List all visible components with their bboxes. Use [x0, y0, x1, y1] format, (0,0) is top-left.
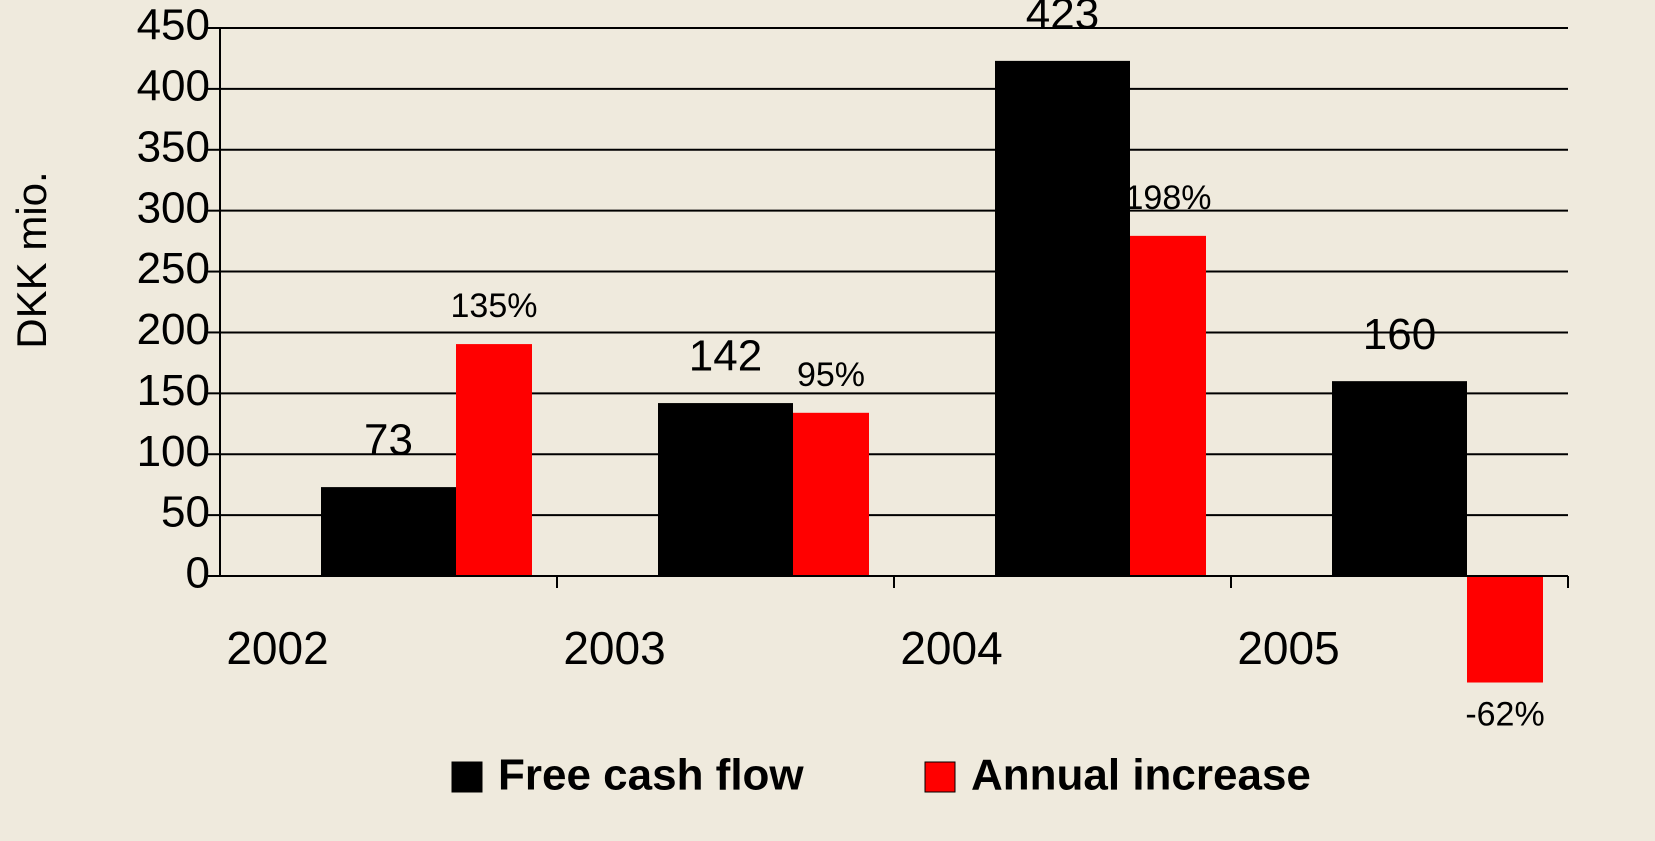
legend-label: Free cash flow	[498, 751, 804, 800]
bar	[1332, 381, 1467, 576]
bar	[658, 403, 793, 576]
bar	[1130, 235, 1206, 577]
y-axis-label: DKK mio.	[8, 171, 55, 348]
y-tick-label: 150	[137, 366, 210, 415]
y-tick-label: 100	[137, 427, 210, 476]
bar	[456, 344, 532, 576]
y-tick-label: 400	[137, 62, 210, 111]
data-label: 198%	[1125, 179, 1212, 217]
bar	[1467, 576, 1543, 683]
data-label: 135%	[451, 287, 538, 325]
x-tick-label: 2002	[226, 622, 328, 674]
bar	[995, 60, 1130, 576]
data-label: 142	[689, 332, 762, 381]
x-tick-label: 2004	[900, 622, 1002, 674]
y-tick-label: 350	[137, 122, 210, 171]
y-tick-label: 200	[137, 305, 210, 354]
x-tick-label: 2003	[563, 622, 665, 674]
x-tick-label: 2005	[1237, 622, 1339, 674]
y-tick-label: 250	[137, 244, 210, 293]
data-label: 423	[1026, 0, 1099, 39]
y-tick-label: 450	[137, 1, 210, 50]
legend-label: Annual increase	[971, 751, 1311, 800]
y-tick-label: 50	[161, 488, 210, 537]
data-label: 73	[364, 416, 413, 465]
legend-swatch	[924, 761, 956, 793]
legend-swatch	[451, 761, 483, 793]
data-label: -62%	[1465, 695, 1544, 733]
data-label: 95%	[797, 356, 865, 394]
y-tick-label: 0	[186, 549, 210, 598]
bar	[793, 412, 869, 576]
bar	[321, 487, 456, 576]
data-label: 160	[1363, 310, 1436, 359]
y-tick-label: 300	[137, 183, 210, 232]
